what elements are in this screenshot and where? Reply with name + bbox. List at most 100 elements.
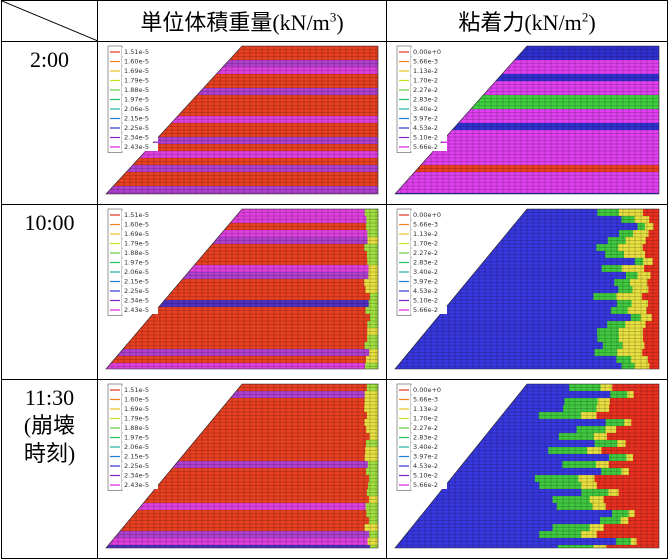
contour-plot: 1.51e-5 1.60e-51.69e-5 1.79e-51.88e-5 1.97e… xyxy=(98,380,386,554)
legend-label: 2.43e-5 xyxy=(124,306,149,314)
result-row: 10:00 1.51e-5 1.60e-51.69e-5 1.79e-51.88e-5… xyxy=(2,205,668,380)
page: 単位体積重量(kN/m3) 粘着力(kN/m2) 2:00 1.51e-5 1.60… xyxy=(0,0,668,546)
legend-label: 1.88e-5 xyxy=(124,424,149,432)
legend-label: 2.34e-5 xyxy=(124,134,149,142)
legend-label: 5.66e-3 xyxy=(413,396,438,404)
legend-label: 3.40e-2 xyxy=(413,443,438,451)
legend-label: 2.25e-5 xyxy=(124,462,149,470)
legend-label: 2.34e-5 xyxy=(124,297,149,305)
legend-label: 5.66e-2 xyxy=(413,143,438,151)
legend-label: 1.70e-2 xyxy=(413,240,438,248)
header-text: 粘着力(kN/m xyxy=(458,10,581,35)
legend-label: 5.10e-2 xyxy=(413,297,438,305)
legend-label: 2.43e-5 xyxy=(124,143,149,151)
legend-label: 1.97e-5 xyxy=(124,434,149,442)
legend-label: 1.97e-5 xyxy=(124,96,149,104)
legend-label: 1.60e-5 xyxy=(124,396,149,404)
contour-plot: 1.51e-5 1.60e-51.69e-5 1.79e-51.88e-5 1.97e… xyxy=(98,205,386,375)
contour-plot: 0.00e+0 5.66e-31.13e-2 1.70e-22.27e-2 2.83e… xyxy=(387,205,667,375)
legend-label: 5.10e-2 xyxy=(413,134,438,142)
legend-label: 2.27e-2 xyxy=(413,86,438,94)
legend-label: 2.83e-2 xyxy=(413,434,438,442)
legend-label: 4.53e-2 xyxy=(413,462,438,470)
legend-label: 4.53e-2 xyxy=(413,287,438,295)
legend-label: 2.83e-2 xyxy=(413,259,438,267)
header-row: 単位体積重量(kN/m3) 粘着力(kN/m2) xyxy=(2,1,668,42)
plot-cell: 0.00e+0 5.66e-31.13e-2 1.70e-22.27e-2 2.83e… xyxy=(387,380,668,559)
legend-label: 1.88e-5 xyxy=(124,249,149,257)
contour-plot: 0.00e+0 5.66e-31.13e-2 1.70e-22.27e-2 2.83e… xyxy=(387,42,667,200)
plot-cell: 0.00e+0 5.66e-31.13e-2 1.70e-22.27e-2 2.83e… xyxy=(387,205,668,380)
legend-label: 2.34e-5 xyxy=(124,472,149,480)
legend-label: 2.15e-5 xyxy=(124,278,149,286)
legend-label: 2.27e-2 xyxy=(413,424,438,432)
time-label: 2:00 xyxy=(2,46,97,74)
header-text: ) xyxy=(588,10,595,35)
legend-label: 2.25e-5 xyxy=(124,287,149,295)
contour-plot: 0.00e+0 5.66e-31.13e-2 1.70e-22.27e-2 2.83e… xyxy=(387,380,667,554)
time-label: 10:00 xyxy=(2,209,97,237)
header-text: 単位体積重量(kN/m xyxy=(140,10,329,35)
time-cell: 2:00 xyxy=(2,42,98,205)
legend-label: 1.13e-2 xyxy=(413,67,438,75)
header-text: ) xyxy=(336,10,343,35)
legend-label: 1.88e-5 xyxy=(124,86,149,94)
contour-plot: 1.51e-5 1.60e-51.69e-5 1.79e-51.88e-5 1.97e… xyxy=(98,42,386,200)
legend-label: 1.51e-5 xyxy=(124,211,149,219)
legend-label: 1.51e-5 xyxy=(124,386,149,394)
legend-label: 1.79e-5 xyxy=(124,240,149,248)
legend-label: 2.83e-2 xyxy=(413,96,438,104)
legend-label: 1.79e-5 xyxy=(124,415,149,423)
legend-label: 1.51e-5 xyxy=(124,48,149,56)
legend-label: 3.40e-2 xyxy=(413,105,438,113)
header-weight: 単位体積重量(kN/m3) xyxy=(98,1,387,42)
legend-label: 2.27e-2 xyxy=(413,249,438,257)
legend-label: 2.06e-5 xyxy=(124,443,149,451)
legend-label: 5.66e-2 xyxy=(413,481,438,489)
legend-label: 1.60e-5 xyxy=(124,221,149,229)
plot-cell: 1.51e-5 1.60e-51.69e-5 1.79e-51.88e-5 1.97e… xyxy=(98,380,387,559)
legend-label: 2.43e-5 xyxy=(124,481,149,489)
corner-cell xyxy=(2,1,98,42)
legend-label: 2.25e-5 xyxy=(124,124,149,132)
results-table: 単位体積重量(kN/m3) 粘着力(kN/m2) 2:00 1.51e-5 1.60… xyxy=(1,0,668,559)
legend-label: 1.69e-5 xyxy=(124,67,149,75)
legend-label: 1.69e-5 xyxy=(124,405,149,413)
legend-label: 1.97e-5 xyxy=(124,259,149,267)
legend-label: 2.06e-5 xyxy=(124,105,149,113)
legend-label: 5.66e-2 xyxy=(413,306,438,314)
legend-label: 0.00e+0 xyxy=(413,386,441,394)
legend-label: 0.00e+0 xyxy=(413,211,441,219)
legend-label: 3.97e-2 xyxy=(413,115,438,123)
diagonal xyxy=(2,1,98,41)
legend-label: 5.66e-3 xyxy=(413,221,438,229)
legend-label: 1.70e-2 xyxy=(413,415,438,423)
legend-label: 1.79e-5 xyxy=(124,77,149,85)
legend-label: 1.13e-2 xyxy=(413,405,438,413)
header-cohesion: 粘着力(kN/m2) xyxy=(387,1,668,42)
plot-cell: 1.51e-5 1.60e-51.69e-5 1.79e-51.88e-5 1.97e… xyxy=(98,42,387,205)
legend-label: 3.97e-2 xyxy=(413,453,438,461)
legend-label: 3.97e-2 xyxy=(413,278,438,286)
legend-label: 2.15e-5 xyxy=(124,115,149,123)
time-cell: 11:30(崩壊時刻) xyxy=(2,380,98,559)
legend-label: 1.70e-2 xyxy=(413,77,438,85)
time-label: 時刻) xyxy=(2,440,97,468)
time-cell: 10:00 xyxy=(2,205,98,380)
legend-label: 0.00e+0 xyxy=(413,48,441,56)
legend-label: 1.60e-5 xyxy=(124,58,149,66)
legend-label: 2.06e-5 xyxy=(124,268,149,276)
time-label: (崩壊 xyxy=(2,412,97,440)
legend-label: 3.40e-2 xyxy=(413,268,438,276)
time-label: 11:30 xyxy=(2,384,97,412)
legend-label: 1.69e-5 xyxy=(124,230,149,238)
legend-label: 2.15e-5 xyxy=(124,453,149,461)
legend-label: 1.13e-2 xyxy=(413,230,438,238)
legend-label: 5.66e-3 xyxy=(413,58,438,66)
legend-label: 4.53e-2 xyxy=(413,124,438,132)
legend-label: 5.10e-2 xyxy=(413,472,438,480)
